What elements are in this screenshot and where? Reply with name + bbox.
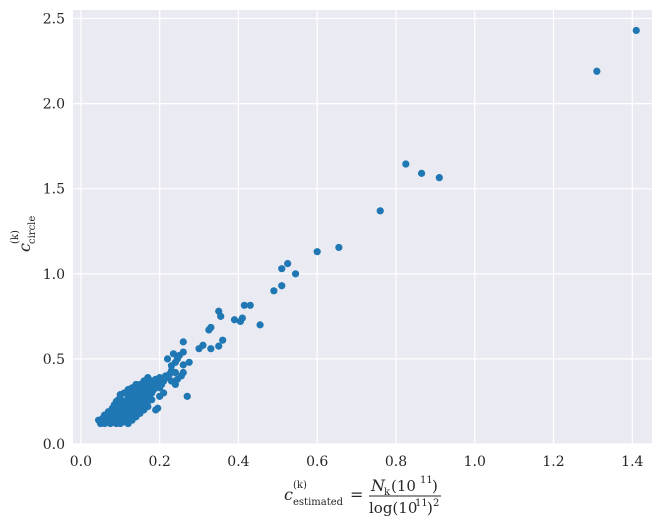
grid	[73, 10, 652, 445]
data-point	[183, 392, 191, 400]
x-tick-label: 0.2	[149, 454, 171, 470]
y-tick-label: 2.0	[43, 97, 65, 113]
data-point	[270, 287, 278, 295]
data-point	[185, 358, 193, 366]
x-label-numerator-symbol: N	[370, 476, 386, 495]
x-label-superscript: (k)	[293, 480, 307, 491]
x-tick-labels: 0.0 0.2 0.4 0.6 0.8 1.0 1.2 1.4	[70, 454, 644, 470]
data-point	[215, 342, 223, 350]
y-label-superscript: (k)	[10, 230, 21, 244]
data-point	[205, 326, 213, 334]
data-point	[435, 174, 443, 182]
data-point	[207, 345, 215, 353]
x-label-denominator-power: 2	[433, 498, 439, 509]
x-label-numerator-arg: (10	[391, 477, 416, 495]
data-points	[95, 26, 640, 428]
x-tick-label: 1.0	[464, 454, 486, 470]
data-point	[140, 394, 148, 402]
data-point	[100, 416, 109, 424]
data-point	[632, 26, 640, 35]
x-label-subscript: estimated	[293, 497, 344, 508]
y-tick-label: 0.0	[43, 437, 65, 453]
data-point	[163, 374, 172, 382]
data-point	[169, 350, 178, 358]
data-point	[195, 345, 203, 353]
data-point	[154, 379, 162, 387]
data-point	[417, 169, 426, 177]
data-point	[291, 270, 300, 278]
data-point	[335, 243, 343, 252]
y-axis-label: c (k) circle	[10, 216, 38, 252]
data-point	[152, 406, 160, 414]
data-point	[179, 361, 187, 369]
y-label-symbol: c	[15, 243, 34, 252]
data-point	[126, 414, 134, 423]
data-point	[284, 259, 292, 268]
data-point	[173, 375, 181, 383]
data-point	[100, 411, 109, 419]
y-label-subscript: circle	[27, 216, 38, 244]
data-point	[402, 160, 410, 168]
data-point	[238, 314, 246, 322]
x-tick-label: 0.8	[385, 454, 407, 470]
y-tick-label: 2.5	[43, 12, 65, 28]
y-tick-label: 0.5	[43, 352, 65, 368]
data-point	[278, 282, 286, 290]
x-label-denominator-close: )	[427, 499, 433, 517]
y-tick-label: 1.0	[43, 267, 65, 283]
x-label-denominator: log(10	[369, 499, 417, 517]
data-point	[106, 419, 115, 428]
data-point	[240, 301, 248, 309]
data-point	[230, 316, 239, 324]
data-point	[593, 67, 601, 75]
data-point	[156, 392, 164, 400]
data-point	[136, 399, 144, 407]
x-label-numerator-close: )	[432, 477, 438, 495]
x-tick-label: 0.6	[306, 454, 328, 470]
x-tick-label: 1.4	[621, 454, 643, 470]
data-point	[219, 336, 227, 344]
data-point	[163, 355, 172, 363]
x-axis-label: c (k) estimated = N k (10 11 ) log(10 11…	[284, 475, 441, 517]
data-point	[256, 321, 264, 329]
x-label-numerator-exponent: 11	[420, 475, 433, 486]
x-tick-label: 0.0	[70, 454, 92, 470]
x-label-denominator-exponent: 11	[415, 498, 428, 509]
data-point	[179, 338, 187, 346]
data-point	[217, 312, 225, 320]
data-point	[148, 384, 156, 392]
x-tick-label: 0.4	[227, 454, 249, 470]
data-point	[313, 248, 321, 256]
x-label-equals: =	[350, 485, 363, 504]
data-point	[246, 301, 254, 309]
data-point	[171, 368, 180, 377]
x-label-numerator-subscript: k	[384, 487, 391, 498]
data-point	[116, 391, 124, 399]
x-tick-label: 1.2	[542, 454, 564, 470]
y-tick-label: 1.5	[43, 182, 65, 198]
data-point	[278, 265, 286, 273]
data-point	[167, 362, 176, 370]
data-point	[110, 413, 118, 421]
x-label-symbol: c	[284, 485, 293, 504]
y-tick-labels: 0.0 0.5 1.0 1.5 2.0 2.5	[43, 12, 65, 453]
data-point	[376, 207, 384, 215]
